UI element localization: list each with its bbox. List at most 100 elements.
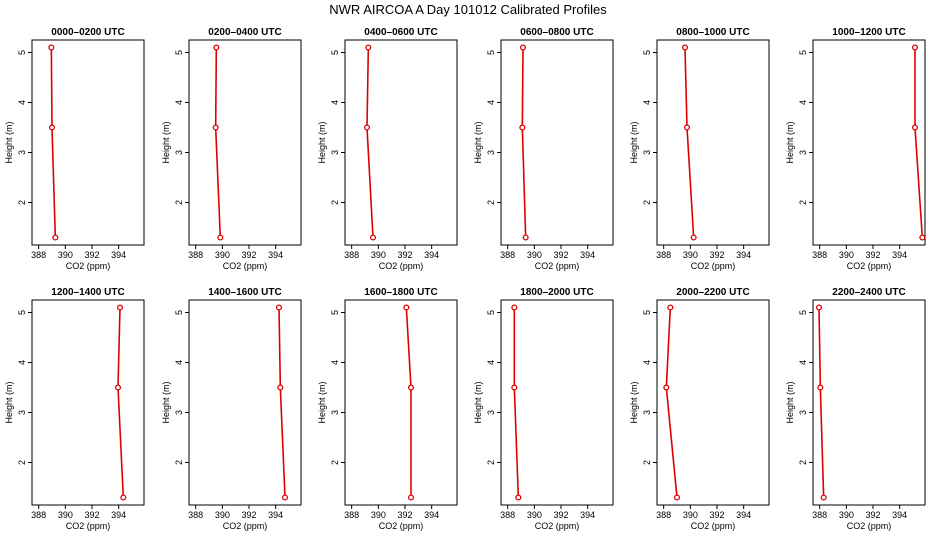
y-tick-label: 5 bbox=[642, 310, 652, 315]
x-tick-label: 390 bbox=[683, 510, 698, 520]
data-point bbox=[407, 494, 415, 501]
profile-segment bbox=[214, 47, 218, 128]
y-tick-label: 5 bbox=[486, 50, 496, 55]
x-tick-label: 394 bbox=[892, 250, 907, 260]
y-axis-label: Height (m) bbox=[629, 121, 639, 163]
x-tick-label: 388 bbox=[31, 250, 46, 260]
x-tick-label: 392 bbox=[709, 250, 724, 260]
data-point bbox=[919, 234, 926, 241]
plot-frame bbox=[656, 299, 770, 506]
x-tick-label: 392 bbox=[84, 510, 99, 520]
y-tick-label: 2 bbox=[174, 200, 184, 205]
x-tick-label: 394 bbox=[111, 250, 126, 260]
panel-title: 0400–0600 UTC bbox=[364, 27, 437, 38]
profile-segment bbox=[366, 127, 374, 238]
profile-segment bbox=[521, 47, 524, 128]
panel-title: 1400–1600 UTC bbox=[208, 287, 281, 298]
y-tick-label: 2 bbox=[330, 460, 340, 465]
data-point bbox=[407, 384, 415, 391]
x-tick-label: 388 bbox=[812, 510, 827, 520]
profile-panel: 1400–1600 UTC 388 390 392 394 2 3 4 5 CO2 (ppm) He… bbox=[161, 287, 302, 531]
y-axis-label: Height (m) bbox=[4, 381, 14, 423]
profile-segment bbox=[117, 307, 121, 388]
x-axis-label: CO2 (ppm) bbox=[66, 261, 111, 271]
x-tick-label: 390 bbox=[371, 250, 386, 260]
y-axis-label: Height (m) bbox=[785, 121, 795, 163]
plot-frame bbox=[188, 39, 302, 246]
y-tick-label: 2 bbox=[330, 200, 340, 205]
profile-panel: 0600–0800 UTC 388 390 392 394 2 3 4 5 CO2 (ppm) He… bbox=[473, 27, 614, 271]
x-tick-label: 390 bbox=[683, 250, 698, 260]
x-axis-label: CO2 (ppm) bbox=[691, 261, 736, 271]
data-point bbox=[48, 44, 55, 51]
panel-title: 1600–1800 UTC bbox=[364, 287, 437, 298]
y-axis-label: Height (m) bbox=[473, 121, 483, 163]
y-axis-label: Height (m) bbox=[629, 381, 639, 423]
x-tick-label: 392 bbox=[241, 510, 256, 520]
x-tick-label: 390 bbox=[527, 510, 542, 520]
x-axis-label: CO2 (ppm) bbox=[223, 261, 268, 271]
y-tick-label: 4 bbox=[174, 100, 184, 105]
data-point bbox=[817, 384, 824, 391]
x-tick-label: 392 bbox=[397, 250, 412, 260]
profile-segment bbox=[914, 127, 924, 238]
y-tick-label: 2 bbox=[798, 460, 808, 465]
panel-title: 0800–1000 UTC bbox=[676, 27, 749, 38]
data-point bbox=[511, 304, 518, 311]
x-axis-label: CO2 (ppm) bbox=[535, 261, 580, 271]
y-tick-label: 2 bbox=[17, 460, 27, 465]
x-tick-label: 394 bbox=[892, 510, 907, 520]
y-tick-label: 4 bbox=[798, 100, 808, 105]
y-tick-label: 2 bbox=[17, 200, 27, 205]
plot-frame bbox=[31, 39, 145, 246]
panel-title: 1200–1400 UTC bbox=[51, 287, 124, 298]
y-tick-label: 3 bbox=[798, 150, 808, 155]
profile-segment bbox=[819, 387, 825, 498]
data-point bbox=[519, 124, 526, 131]
profile-panel: 1600–1800 UTC 388 390 392 394 2 3 4 5 CO2 (ppm) He… bbox=[317, 287, 458, 531]
y-tick-label: 3 bbox=[174, 410, 184, 415]
data-point bbox=[681, 44, 689, 51]
x-tick-label: 388 bbox=[188, 510, 203, 520]
profile-segment bbox=[665, 387, 678, 498]
x-axis-label: CO2 (ppm) bbox=[847, 261, 892, 271]
data-point bbox=[911, 124, 919, 131]
y-tick-label: 2 bbox=[486, 200, 496, 205]
panel-title: 1800–2000 UTC bbox=[520, 287, 593, 298]
y-tick-label: 5 bbox=[642, 50, 652, 55]
y-tick-label: 3 bbox=[798, 410, 808, 415]
x-tick-label: 388 bbox=[656, 510, 671, 520]
x-tick-label: 390 bbox=[371, 510, 386, 520]
y-tick-label: 3 bbox=[17, 150, 27, 155]
y-tick-label: 4 bbox=[330, 360, 340, 365]
x-tick-label: 394 bbox=[424, 510, 439, 520]
x-axis-label: CO2 (ppm) bbox=[691, 521, 736, 531]
x-axis-label: CO2 (ppm) bbox=[535, 521, 580, 531]
data-point bbox=[519, 44, 527, 51]
plot-frame bbox=[31, 299, 145, 506]
data-point bbox=[820, 494, 827, 501]
y-tick-label: 3 bbox=[330, 410, 340, 415]
data-point bbox=[212, 124, 219, 131]
profile-segment bbox=[818, 307, 822, 388]
x-tick-label: 392 bbox=[241, 250, 256, 260]
profile-panel: 1000–1200 UTC 388 390 392 394 2 3 4 5 CO2 (ppm) He… bbox=[785, 27, 926, 271]
data-point bbox=[120, 494, 127, 501]
profile-panel: 1200–1400 UTC 388 390 392 394 2 3 4 5 CO2 (ppm) He… bbox=[4, 287, 145, 531]
y-tick-label: 4 bbox=[17, 100, 27, 105]
x-tick-label: 388 bbox=[500, 250, 515, 260]
y-axis-label: Height (m) bbox=[161, 121, 171, 163]
panel-title: 1000–1200 UTC bbox=[832, 27, 905, 38]
x-tick-label: 388 bbox=[344, 250, 359, 260]
x-tick-label: 388 bbox=[188, 250, 203, 260]
profile-panel: 0200–0400 UTC 388 390 392 394 2 3 4 5 CO2 (ppm) He… bbox=[161, 27, 302, 271]
data-point bbox=[815, 304, 823, 311]
x-tick-label: 392 bbox=[397, 510, 412, 520]
x-tick-label: 388 bbox=[812, 250, 827, 260]
x-tick-label: 388 bbox=[656, 250, 671, 260]
data-point bbox=[522, 234, 529, 241]
y-tick-label: 3 bbox=[642, 410, 652, 415]
data-point bbox=[277, 384, 284, 391]
y-tick-label: 5 bbox=[486, 310, 496, 315]
profile-panel: 0800–1000 UTC 388 390 392 394 2 3 4 5 CO2 (ppm) He… bbox=[629, 27, 770, 271]
